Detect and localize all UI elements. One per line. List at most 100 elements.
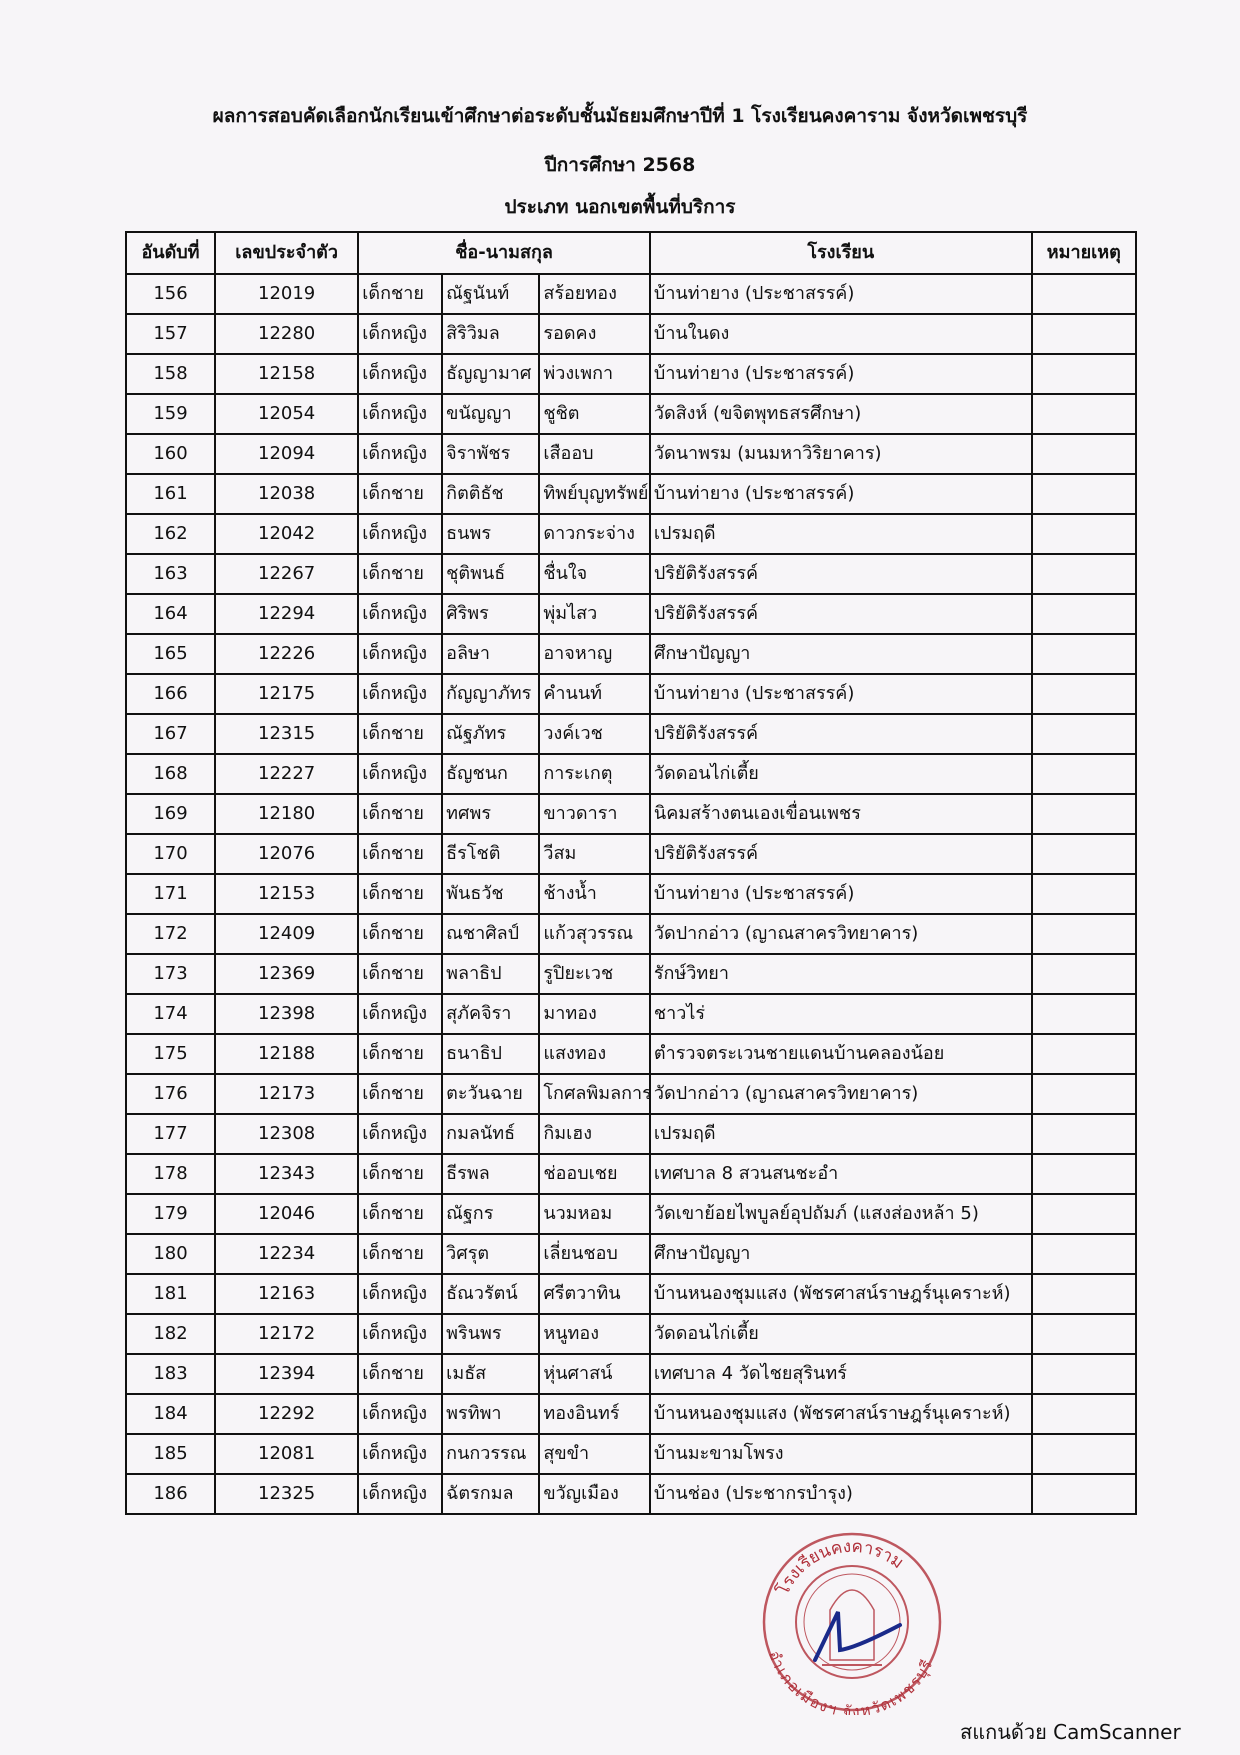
student-id-cell: 12267	[214, 553, 360, 595]
title-cell: เด็กหญิง	[357, 353, 444, 395]
results-table: อันดับที่ เลขประจำตัว ชื่อ-นามสกุล โรงเร…	[124, 231, 1138, 1515]
rank-cell: 164	[124, 593, 217, 635]
header-id: เลขประจำตัว	[214, 231, 360, 275]
rank-cell: 183	[124, 1353, 217, 1395]
student-id-cell: 12076	[214, 833, 360, 875]
school-cell: บ้านท่ายาง (ประชาสรรค์)	[648, 473, 1033, 515]
first-name-cell: เมธัส	[441, 1353, 541, 1395]
remark-cell	[1030, 1273, 1138, 1315]
school-cell: ชาวไร่	[648, 993, 1033, 1035]
rank-cell: 176	[124, 1073, 217, 1115]
first-name-cell: สิริวิมล	[441, 313, 541, 355]
header-name: ชื่อ-นามสกุล	[357, 231, 651, 275]
student-id-cell: 12046	[214, 1193, 360, 1235]
table-row: 157 12280 เด็กหญิง สิริวิมล รอดคง บ้านในดง	[124, 313, 1138, 355]
school-cell: ศึกษาปัญญา	[648, 1233, 1033, 1275]
remark-cell	[1030, 433, 1138, 475]
student-id-cell: 12343	[214, 1153, 360, 1195]
student-id-cell: 12188	[214, 1033, 360, 1075]
table-row: 182 12172 เด็กหญิง พรินพร หนูทอง วัดดอนไก่เตี…	[124, 1313, 1138, 1355]
student-id-cell: 12173	[214, 1073, 360, 1115]
last-name-cell: ชื่นใจ	[538, 553, 651, 595]
last-name-cell: ขาวดารา	[538, 793, 651, 835]
rank-cell: 177	[124, 1113, 217, 1155]
school-cell: เปรมฤดี	[648, 513, 1033, 555]
remark-cell	[1030, 1073, 1138, 1115]
rank-cell: 166	[124, 673, 217, 715]
first-name-cell: ธีรโชติ	[441, 833, 541, 875]
school-seal-stamp: โรงเรียนคงคาราม อำเภอเมืองฯ จังหวัดเพชรบ…	[762, 1532, 942, 1715]
remark-cell	[1030, 313, 1138, 355]
first-name-cell: ธนพร	[441, 513, 541, 555]
first-name-cell: พรินพร	[441, 1313, 541, 1355]
rank-cell: 157	[124, 313, 217, 355]
table-row: 175 12188 เด็กชาย ธนาธิป แสงทอง ตำรวจตระเวนชา…	[124, 1033, 1138, 1075]
last-name-cell: สร้อยทอง	[538, 273, 651, 315]
last-name-cell: กิมเฮง	[538, 1113, 651, 1155]
first-name-cell: กนกวรรณ	[441, 1433, 541, 1475]
school-cell: บ้านหนองชุมแสง (พัชรศาสน์ราษฎร์นุเคราะห์…	[648, 1393, 1033, 1435]
first-name-cell: จิราพัชร	[441, 433, 541, 475]
remark-cell	[1030, 353, 1138, 395]
rank-cell: 178	[124, 1153, 217, 1195]
last-name-cell: ดาวกระจ่าง	[538, 513, 651, 555]
first-name-cell: ธัณวรัตน์	[441, 1273, 541, 1315]
table-row: 159 12054 เด็กหญิง ขนัญญา ชูชิต วัดสิงห์ (ขจิ…	[124, 393, 1138, 435]
academic-year: ปีการศึกษา 2568	[544, 154, 696, 176]
table-row: 185 12081 เด็กหญิง กนกวรรณ สุขขำ บ้านมะขามโพร…	[124, 1433, 1138, 1475]
remark-cell	[1030, 1153, 1138, 1195]
table-row: 186 12325 เด็กหญิง ฉัตรกมล ขวัญเมือง บ้านช่อง…	[124, 1473, 1138, 1515]
school-cell: วัดเขาย้อยไพบูลย์อุปถัมภ์ (แสงส่องหล้า 5…	[648, 1193, 1033, 1235]
last-name-cell: นวมหอม	[538, 1193, 651, 1235]
table-row: 180 12234 เด็กชาย วิศรุต เลี่ยนชอบ ศึกษาปัญญา	[124, 1233, 1138, 1275]
last-name-cell: การะเกตุ	[538, 753, 651, 795]
remark-cell	[1030, 1033, 1138, 1075]
first-name-cell: พลาธิป	[441, 953, 541, 995]
school-cell: วัดดอนไก่เตี้ย	[648, 1313, 1033, 1355]
student-id-cell: 12325	[214, 1473, 360, 1515]
document-title: ผลการสอบคัดเลือกนักเรียนเข้าศึกษาต่อระดั…	[212, 105, 1028, 127]
student-id-cell: 12172	[214, 1313, 360, 1355]
table-row: 168 12227 เด็กหญิง ธัญชนก การะเกตุ วัดดอนไก่เ…	[124, 753, 1138, 795]
remark-cell	[1030, 513, 1138, 555]
remark-cell	[1030, 833, 1138, 875]
school-cell: บ้านมะขามโพรง	[648, 1433, 1033, 1475]
rank-cell: 161	[124, 473, 217, 515]
title-cell: เด็กหญิง	[357, 633, 444, 675]
last-name-cell: พ่วงเพกา	[538, 353, 651, 395]
table-row: 166 12175 เด็กหญิง กัญญาภัทร คำนนท์ บ้านท่ายา…	[124, 673, 1138, 715]
rank-cell: 170	[124, 833, 217, 875]
title-cell: เด็กหญิง	[357, 673, 444, 715]
table-row: 160 12094 เด็กหญิง จิราพัชร เสืออบ วัดนาพรม (…	[124, 433, 1138, 475]
title-cell: เด็กหญิง	[357, 513, 444, 555]
table-row: 170 12076 เด็กชาย ธีรโชติ วีสม ปริยัติรังสรรค…	[124, 833, 1138, 875]
first-name-cell: ขนัญญา	[441, 393, 541, 435]
rank-cell: 160	[124, 433, 217, 475]
school-cell: นิคมสร้างตนเองเขื่อนเพชร	[648, 793, 1033, 835]
title-cell: เด็กหญิง	[357, 313, 444, 355]
school-cell: เปรมฤดี	[648, 1113, 1033, 1155]
camscanner-watermark: สแกนด้วย CamScanner	[960, 1720, 1181, 1744]
svg-text:อำเภอเมืองฯ จังหวัดเพชรบุรี: อำเภอเมืองฯ จังหวัดเพชรบุรี	[765, 1648, 936, 1715]
student-id-cell: 12234	[214, 1233, 360, 1275]
rank-cell: 179	[124, 1193, 217, 1235]
title-cell: เด็กชาย	[357, 1073, 444, 1115]
student-id-cell: 12315	[214, 713, 360, 755]
last-name-cell: วีสม	[538, 833, 651, 875]
rank-cell: 180	[124, 1233, 217, 1275]
student-id-cell: 12081	[214, 1433, 360, 1475]
school-cell: ปริยัติรังสรรค์	[648, 713, 1033, 755]
student-id-cell: 12398	[214, 993, 360, 1035]
rank-cell: 167	[124, 713, 217, 755]
last-name-cell: เลี่ยนชอบ	[538, 1233, 651, 1275]
school-cell: ปริยัติรังสรรค์	[648, 553, 1033, 595]
title-cell: เด็กชาย	[357, 1193, 444, 1235]
title-cell: เด็กชาย	[357, 793, 444, 835]
first-name-cell: ณัฐกร	[441, 1193, 541, 1235]
last-name-cell: ทิพย์บุญทรัพย์	[538, 473, 651, 515]
table-row: 177 12308 เด็กหญิง กมลนัทธ์ กิมเฮง เปรมฤดี	[124, 1113, 1138, 1155]
first-name-cell: อลิษา	[441, 633, 541, 675]
table-row: 179 12046 เด็กชาย ณัฐกร นวมหอม วัดเขาย้อยไพบู…	[124, 1193, 1138, 1235]
rank-cell: 159	[124, 393, 217, 435]
table-row: 176 12173 เด็กชาย ตะวันฉาย โกศลพิมลการ วัดปาก…	[124, 1073, 1138, 1115]
